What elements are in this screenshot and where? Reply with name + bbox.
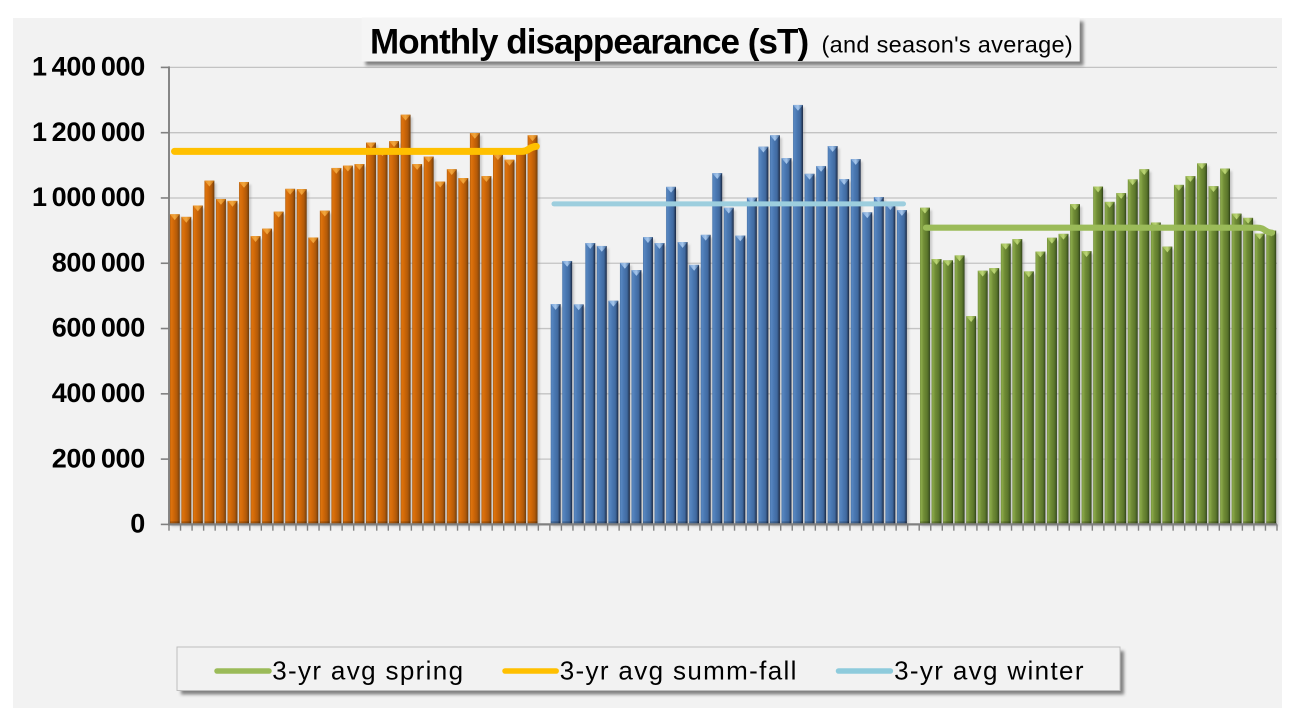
svg-text:3-yr avg spring: 3-yr avg spring — [272, 656, 464, 686]
svg-text:800 000: 800 000 — [52, 247, 145, 277]
svg-text:400 000: 400 000 — [52, 378, 145, 408]
svg-text:3-yr avg summ-fall: 3-yr avg summ-fall — [560, 656, 798, 686]
svg-text:600 000: 600 000 — [52, 313, 145, 343]
svg-text:3-yr avg winter: 3-yr avg winter — [894, 656, 1085, 686]
svg-text:0: 0 — [130, 509, 145, 539]
svg-text:200 000: 200 000 — [52, 443, 145, 473]
svg-text:Monthly disappearance (sT): Monthly disappearance (sT) — [370, 23, 808, 62]
svg-text:1 200 000: 1 200 000 — [32, 117, 145, 147]
svg-text:(and season's average): (and season's average) — [822, 32, 1073, 58]
svg-text:1 000 000: 1 000 000 — [32, 182, 145, 212]
svg-text:1 400 000: 1 400 000 — [32, 52, 145, 82]
